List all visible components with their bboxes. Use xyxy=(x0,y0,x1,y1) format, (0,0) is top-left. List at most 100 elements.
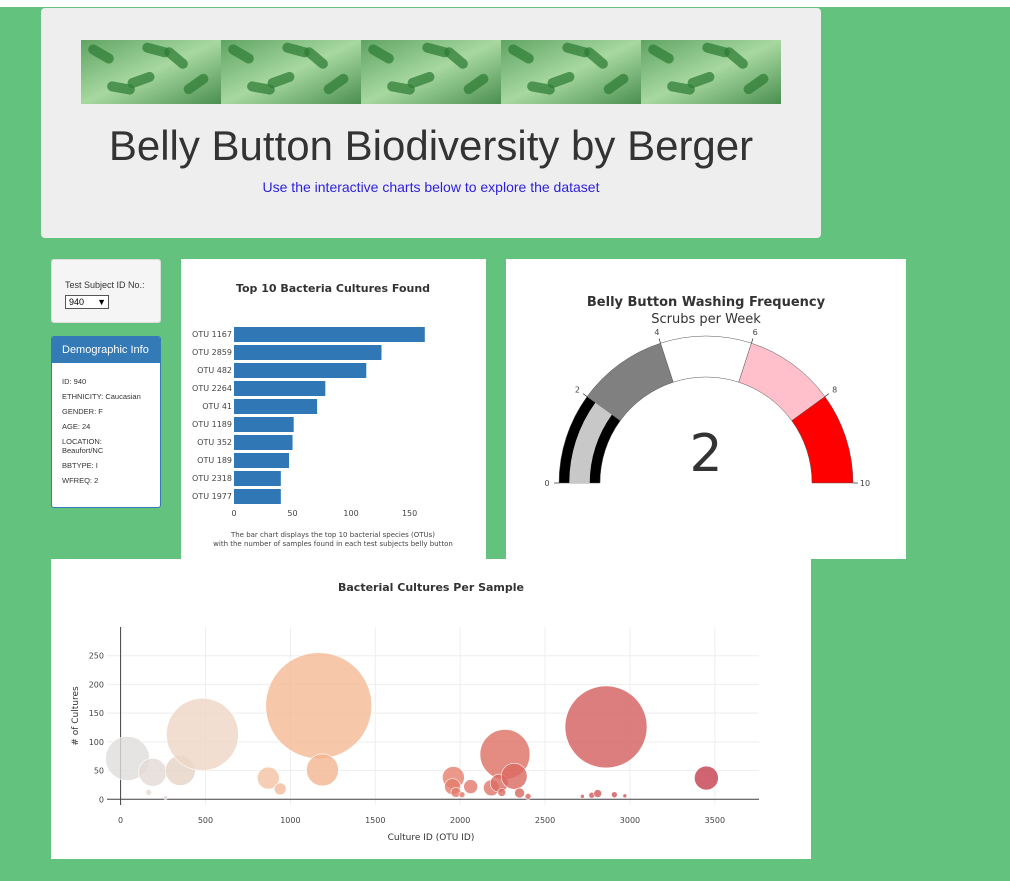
bar xyxy=(234,381,326,396)
bacteria-shape xyxy=(88,44,114,64)
bar-category-label: OTU 2264 xyxy=(192,384,232,393)
bacteria-shape xyxy=(562,42,590,58)
bar-chart-title: Top 10 Bacteria Cultures Found xyxy=(236,282,430,295)
bacteria-shape xyxy=(724,47,748,69)
washing-frequency-gauge: Belly Button Washing Frequency Scrubs per… xyxy=(544,295,870,488)
bacteria-shape xyxy=(142,42,170,58)
gauge-tick-label: 2 xyxy=(575,386,580,395)
gauge-tick xyxy=(751,338,754,344)
bubble-point xyxy=(593,789,602,798)
bubble-point xyxy=(497,788,507,797)
bar-chart-panel: Top 10 Bacteria Cultures Found OTU 1167 OT… xyxy=(181,259,486,559)
bacteria-shape xyxy=(107,81,135,95)
bar xyxy=(234,327,425,342)
top-strip xyxy=(0,0,1010,7)
bar-category-label: OTU 1189 xyxy=(192,420,232,429)
bubble-point xyxy=(514,787,525,799)
cultures-bubble-chart: Bacterial Cultures Per Sample 0 50 100 150 20… xyxy=(71,581,759,843)
gauge-tick xyxy=(582,393,588,397)
bacteria-shape xyxy=(667,81,695,95)
gauge-tick-label: 4 xyxy=(654,328,659,337)
bacteria-shape xyxy=(648,44,674,64)
bar-category-label: OTU 2318 xyxy=(192,474,232,483)
bacteria-shape xyxy=(127,71,155,89)
bar xyxy=(234,345,382,360)
gauge-tick-label: 8 xyxy=(832,386,837,395)
bar-category-label: OTU 1977 xyxy=(192,492,232,501)
bacteria-shape xyxy=(508,44,534,64)
bacteria-shape xyxy=(687,71,715,89)
bacteria-shape xyxy=(368,44,394,64)
bubble-y-tick-label: 250 xyxy=(89,652,104,661)
gauge-tick xyxy=(658,338,661,344)
bar-category-label: OTU 482 xyxy=(197,366,232,375)
bubble-point xyxy=(273,782,287,796)
bacteria-shape xyxy=(304,47,328,69)
page-subtitle: Use the interactive charts below to expl… xyxy=(262,179,600,195)
bar-x-tick-label: 50 xyxy=(287,509,297,518)
demographic-info-body: ID: 940 ETHNICITY: Caucasian GENDER: F A… xyxy=(52,363,160,485)
bacteria-banner-image xyxy=(81,40,781,104)
bubble-point xyxy=(458,791,466,798)
bar xyxy=(234,471,281,486)
bubble-point xyxy=(257,766,280,790)
bacteria-shape xyxy=(247,81,275,95)
bubble-y-tick-label: 200 xyxy=(89,680,104,689)
bar xyxy=(234,435,293,450)
bubble-point xyxy=(500,762,528,790)
bubble-chart-title: Bacterial Cultures Per Sample xyxy=(338,581,524,594)
bar xyxy=(234,363,367,378)
bubble-x-tick-label: 3000 xyxy=(620,816,640,825)
bubble-point xyxy=(622,793,628,799)
bubble-point xyxy=(463,779,478,794)
gauge-value-bar xyxy=(569,402,612,483)
bacteria-shape xyxy=(228,44,254,64)
bubble-point xyxy=(564,685,648,769)
demographic-info-heading: Demographic Info xyxy=(52,337,160,363)
demo-line-ethnicity: ETHNICITY: Caucasian xyxy=(62,392,141,401)
bubble-x-tick-label: 2500 xyxy=(535,816,555,825)
page-title: Belly Button Biodiversity by Berger xyxy=(108,122,754,169)
header-jumbotron: Belly Button Biodiversity by Berger Use … xyxy=(41,8,821,238)
bacteria-shape xyxy=(463,73,489,95)
bubble-x-tick-label: 0 xyxy=(118,816,123,825)
bacteria-shape xyxy=(702,42,730,58)
subject-id-dropdown[interactable]: 940 ▼ xyxy=(65,295,109,309)
bar-x-tick-label: 0 xyxy=(231,509,236,518)
bacteria-shape xyxy=(743,73,769,95)
bubble-point xyxy=(611,791,618,798)
bubble-x-tick-label: 3500 xyxy=(705,816,725,825)
chevron-down-icon: ▼ xyxy=(97,297,106,307)
gauge-subtitle: Scrubs per Week xyxy=(651,312,761,327)
bar-x-tick-label: 100 xyxy=(343,509,358,518)
subject-selector-label: Test Subject ID No.: xyxy=(65,280,145,290)
bar-category-label: OTU 1167 xyxy=(192,330,232,339)
bubble-y-tick-label: 100 xyxy=(89,738,104,747)
bubble-point xyxy=(306,753,339,787)
bubble-point xyxy=(166,698,239,771)
bar xyxy=(234,489,281,504)
gauge-title: Belly Button Washing Frequency xyxy=(587,295,826,310)
bar-chart-caption: with the number of samples found in each… xyxy=(213,540,453,548)
bacteria-shape xyxy=(407,71,435,89)
gauge-tick-label: 0 xyxy=(544,479,549,488)
bubble-point xyxy=(524,793,532,800)
bacteria-shape xyxy=(444,47,468,69)
subject-selector-card: Test Subject ID No.: 940 ▼ xyxy=(51,259,161,323)
demo-line-bbtype: BBTYPE: I xyxy=(62,461,98,470)
bacteria-shape xyxy=(387,81,415,95)
demo-line-age: AGE: 24 xyxy=(62,422,91,431)
bar-category-label: OTU 189 xyxy=(197,456,232,465)
bacteria-shape xyxy=(183,73,209,95)
demo-line-id: ID: 940 xyxy=(62,377,87,386)
bar-category-label: OTU 41 xyxy=(202,402,232,411)
demo-line-wfreq: WFREQ: 2 xyxy=(62,476,99,485)
gauge-chart-panel: Belly Button Washing Frequency Scrubs per… xyxy=(506,259,906,559)
bacteria-shape xyxy=(584,47,608,69)
bacteria-shape xyxy=(422,42,450,58)
gauge-tick-label: 10 xyxy=(860,479,870,488)
bubble-point xyxy=(580,794,585,799)
bubble-x-tick-label: 1500 xyxy=(365,816,385,825)
gauge-value-number: 2 xyxy=(689,424,722,484)
demo-line-location: LOCATION: Beaufort/NC xyxy=(62,437,104,455)
